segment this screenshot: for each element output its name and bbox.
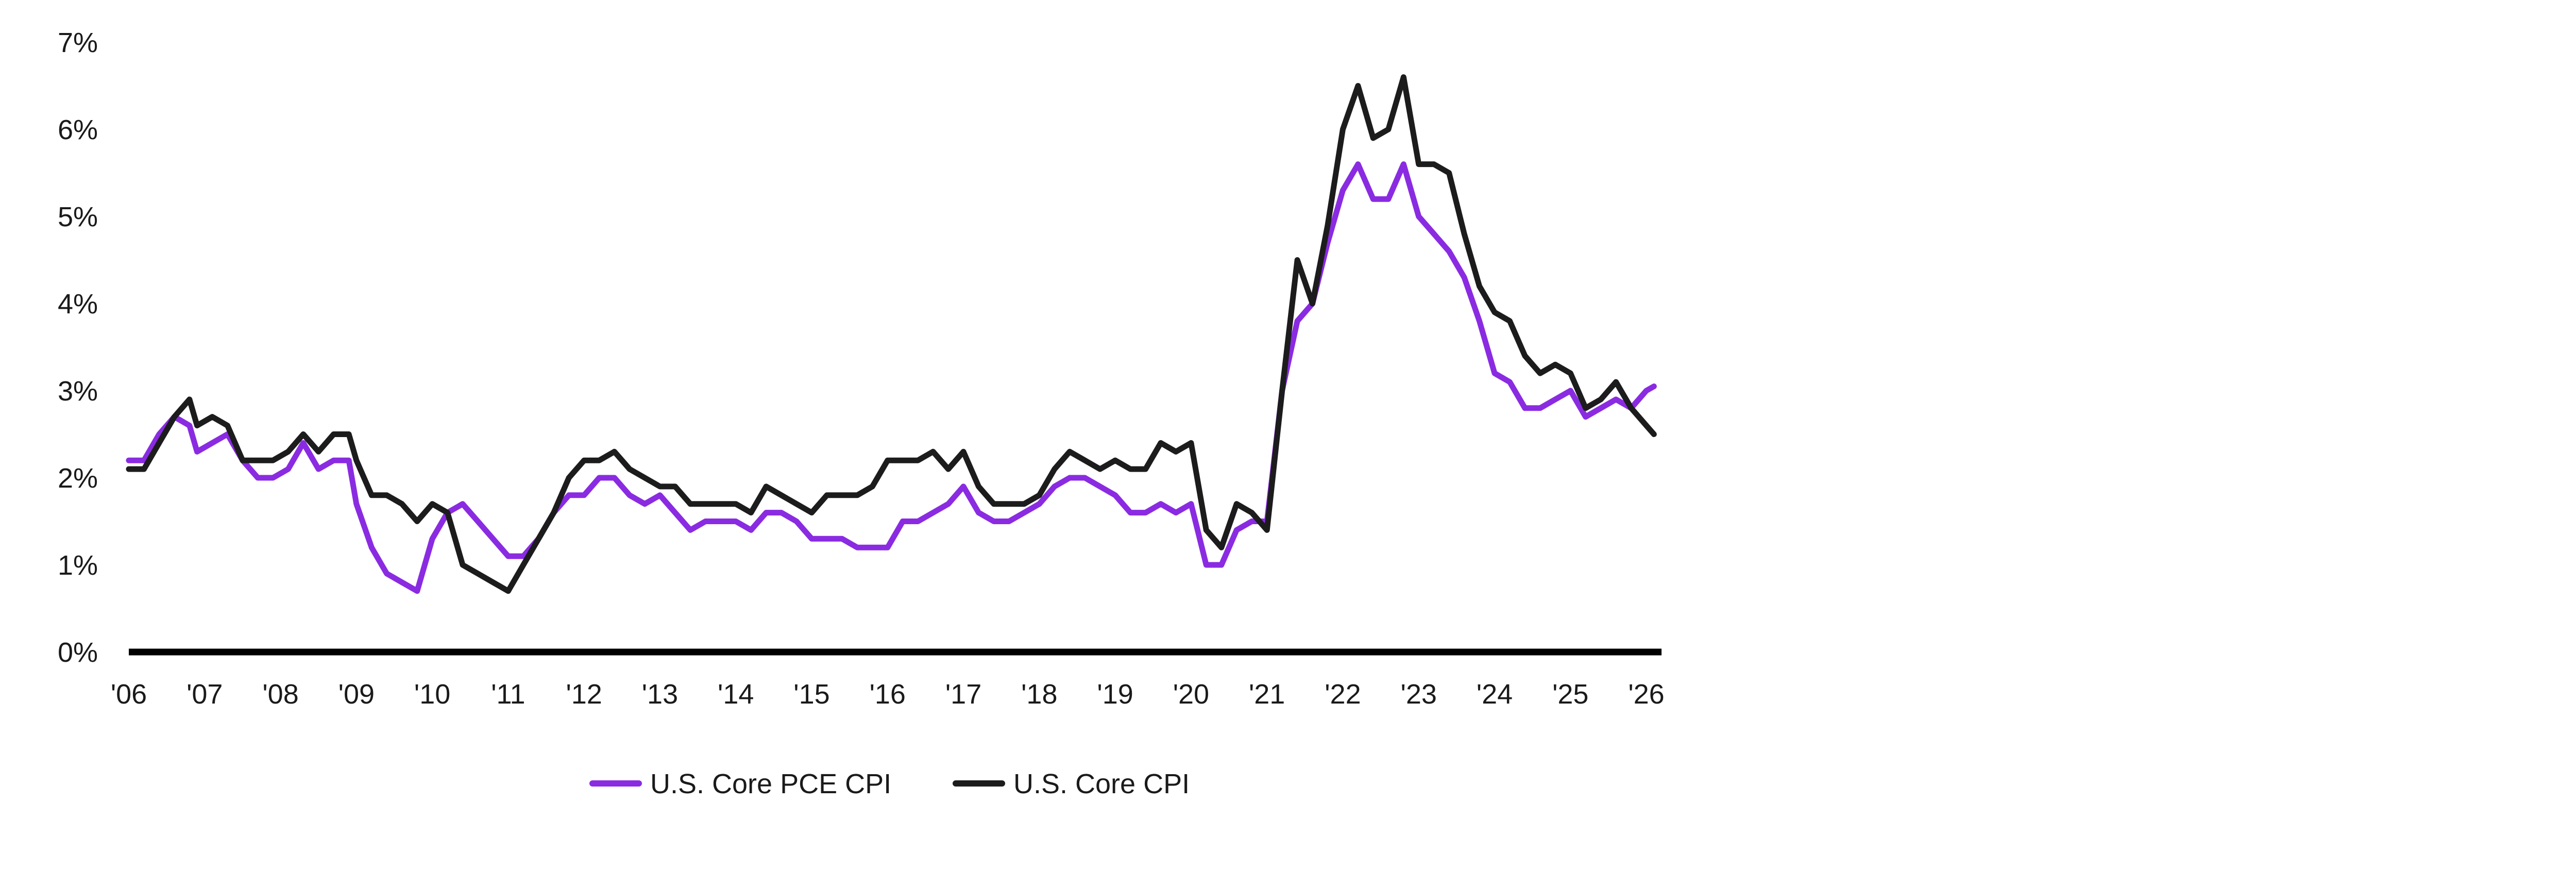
- legend-item: U.S. Core PCE CPI: [589, 768, 891, 799]
- y-tick-label: 3%: [58, 376, 98, 407]
- legend-label: U.S. Core PCE CPI: [650, 768, 891, 799]
- x-tick-label: '26: [1628, 679, 1664, 710]
- x-tick-label: '12: [566, 679, 602, 710]
- series-lines: [126, 74, 1657, 594]
- x-tick-label: '24: [1477, 679, 1513, 710]
- y-tick-label: 5%: [58, 202, 98, 232]
- y-tick-label: 2%: [58, 463, 98, 494]
- x-tick-label: '10: [414, 679, 450, 710]
- y-tick-label: 7%: [58, 27, 98, 58]
- series-line-core-pce: [126, 161, 1657, 594]
- legend: U.S. Core PCE CPI U.S. Core CPI: [589, 768, 1190, 799]
- y-tick-label: 6%: [58, 114, 98, 145]
- x-tick-label: '20: [1173, 679, 1209, 710]
- x-tick-label: '22: [1325, 679, 1361, 710]
- y-axis-ticks: 0% 1% 2% 3% 4% 5% 6% 7%: [58, 27, 98, 668]
- x-tick-label: '09: [338, 679, 375, 710]
- x-tick-label: '08: [262, 679, 298, 710]
- x-tick-label: '15: [793, 679, 829, 710]
- x-tick-label: '13: [642, 679, 678, 710]
- x-tick-label: '21: [1249, 679, 1285, 710]
- legend-item: U.S. Core CPI: [953, 768, 1190, 799]
- x-tick-label: '17: [945, 679, 981, 710]
- legend-label: U.S. Core CPI: [1013, 768, 1190, 799]
- x-tick-label: '06: [111, 679, 147, 710]
- x-tick-label: '18: [1021, 679, 1057, 710]
- x-tick-label: '16: [870, 679, 906, 710]
- x-tick-label: '25: [1552, 679, 1588, 710]
- y-tick-label: 4%: [58, 289, 98, 320]
- x-tick-label: '19: [1097, 679, 1133, 710]
- y-tick-label: 0%: [58, 637, 98, 668]
- x-tick-label: '07: [187, 679, 223, 710]
- x-tick-label: '14: [718, 679, 754, 710]
- y-tick-label: 1%: [58, 550, 98, 581]
- x-tick-label: '23: [1401, 679, 1437, 710]
- x-tick-label: '11: [491, 679, 525, 710]
- series-line-core-cpi: [126, 74, 1657, 594]
- x-axis-ticks: '06 '07 '08 '09 '10 '11 '12 '13 '14 '15 '16 '17 '18 '…: [111, 679, 1665, 710]
